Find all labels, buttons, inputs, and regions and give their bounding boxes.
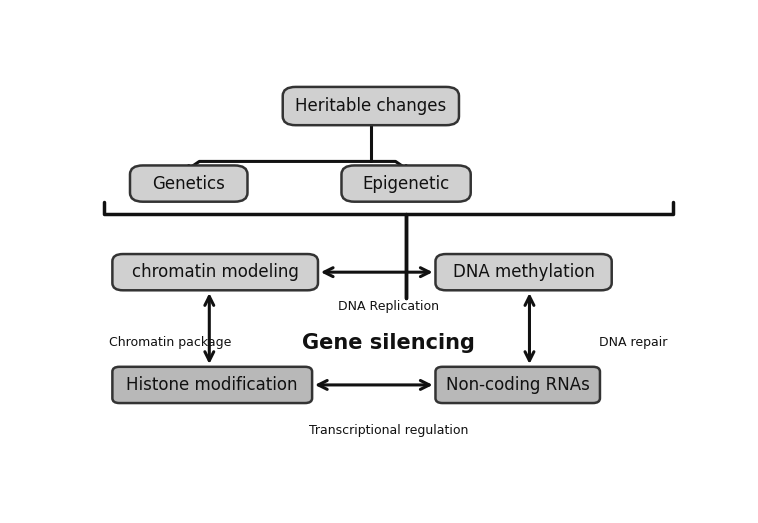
Text: Epigenetic: Epigenetic	[362, 175, 449, 192]
Text: DNA Replication: DNA Replication	[338, 300, 439, 313]
FancyBboxPatch shape	[435, 367, 600, 403]
Text: DNA methylation: DNA methylation	[453, 263, 594, 281]
Text: Chromatin package: Chromatin package	[109, 336, 232, 349]
FancyBboxPatch shape	[112, 367, 312, 403]
Text: Non-coding RNAs: Non-coding RNAs	[446, 376, 590, 394]
FancyBboxPatch shape	[435, 254, 612, 290]
Text: chromatin modeling: chromatin modeling	[132, 263, 299, 281]
Text: Histone modification: Histone modification	[127, 376, 298, 394]
Text: Genetics: Genetics	[152, 175, 225, 192]
Text: Gene silencing: Gene silencing	[302, 333, 475, 353]
FancyBboxPatch shape	[130, 165, 247, 202]
Text: Transcriptional regulation: Transcriptional regulation	[309, 424, 468, 437]
FancyBboxPatch shape	[283, 87, 459, 125]
FancyBboxPatch shape	[112, 254, 318, 290]
Text: DNA repair: DNA repair	[599, 336, 668, 349]
Text: Heritable changes: Heritable changes	[295, 97, 446, 115]
FancyBboxPatch shape	[341, 165, 471, 202]
